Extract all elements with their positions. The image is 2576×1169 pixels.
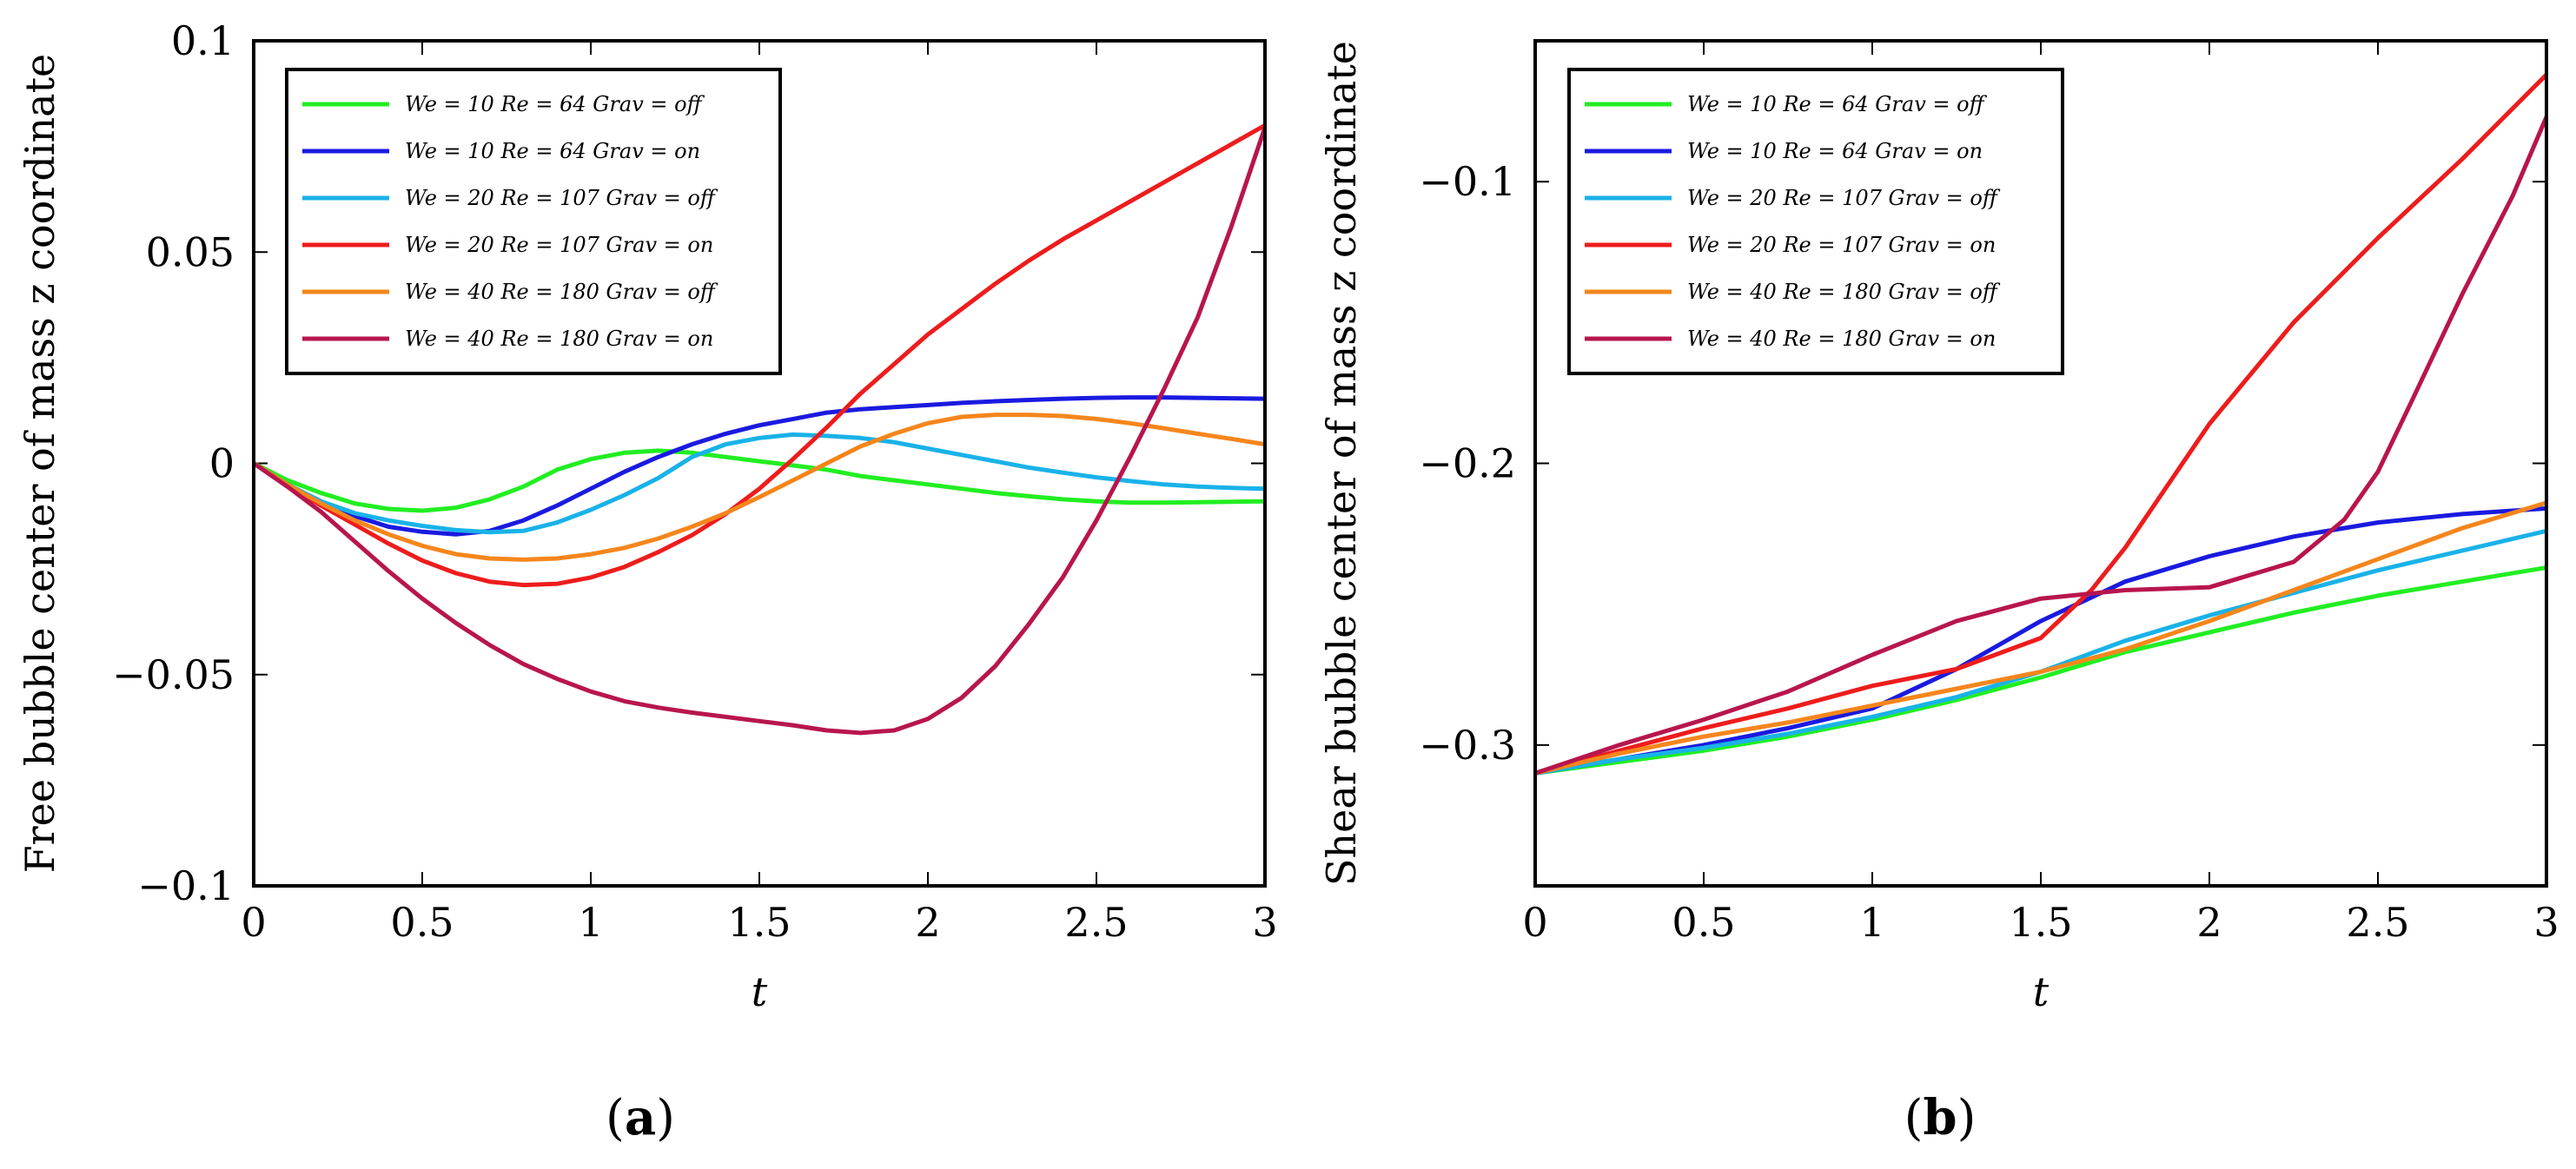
legend-entry-label: We = 10 Re = 64 Grav = off: [405, 92, 705, 116]
y-tick-label: 0: [209, 440, 235, 487]
y-tick-label: −0.3: [1419, 722, 1516, 769]
legend-entry-label: We = 40 Re = 180 Grav = off: [405, 280, 718, 304]
panel-label: (a): [606, 1089, 675, 1146]
x-tick-label: 0.5: [1672, 899, 1735, 946]
series-line-5: [1535, 500, 2546, 776]
series-line-4: [1535, 72, 2546, 776]
y-axis-title: Shear bubble center of mass z coordinate: [1318, 41, 1365, 886]
series-line-6: [1535, 115, 2546, 776]
series-line-6: [254, 125, 1265, 736]
legend-entry-label: We = 10 Re = 64 Grav = on: [1687, 139, 1983, 163]
y-tick-label: −0.1: [137, 862, 235, 909]
legend-entry-label: We = 20 Re = 107 Grav = off: [1687, 186, 2001, 210]
chart-panel-a: 0 0.5 1 1.5 2 2.5 3 −0.1 −0.05 0 0.05 0.1 We = 10 Re…: [17, 17, 1278, 1146]
x-tick-label: 0.5: [390, 899, 454, 946]
legend-entry-label: We = 10 Re = 64 Grav = off: [1687, 92, 1988, 116]
x-tick-label: 1.5: [727, 899, 791, 946]
legend-entry-label: We = 40 Re = 180 Grav = on: [405, 327, 713, 351]
legend: We = 10 Re = 64 Grav = off We = 10 Re = 6…: [285, 68, 782, 375]
y-axis-title: Free bubble center of mass z coordinate: [17, 54, 63, 874]
legend-entry-label: We = 20 Re = 107 Grav = on: [1687, 233, 1996, 257]
x-tick-label: 2: [915, 899, 940, 946]
y-tick-label: −0.2: [1419, 440, 1516, 487]
series-line-3: [254, 432, 1265, 535]
legend: We = 10 Re = 64 Grav = off We = 10 Re = 6…: [1567, 68, 2064, 375]
x-tick-label: 1: [1859, 899, 1884, 946]
series-line-1: [1535, 565, 2546, 776]
plot-frame: [252, 39, 1267, 888]
x-tick-label: 1.5: [2009, 899, 2072, 946]
chart-panel-b: 0 0.5 1 1.5 2 2.5 3 −0.3 −0.2 −0.1 We = 10 Re = 64…: [1318, 39, 2559, 1146]
series-line-1: [254, 448, 1265, 513]
y-tick-label: 0.05: [146, 228, 235, 275]
series-line-5: [254, 413, 1265, 562]
x-axis-title: t: [752, 968, 768, 1015]
y-tick-label: −0.05: [112, 651, 235, 698]
x-tick-label: 3: [2533, 899, 2559, 946]
y-tick-label: 0.1: [171, 17, 235, 64]
legend-entry-label: We = 20 Re = 107 Grav = on: [405, 233, 713, 257]
x-tick-label: 2.5: [2346, 899, 2409, 946]
legend-entry-label: We = 40 Re = 180 Grav = on: [1687, 327, 1996, 351]
x-tick-label: 2.5: [1064, 899, 1128, 946]
x-tick-label: 2: [2196, 899, 2222, 946]
series-line-2: [1535, 505, 2546, 776]
legend-entry-label: We = 20 Re = 107 Grav = off: [405, 186, 718, 210]
panel-label: (b): [1904, 1089, 1977, 1146]
legend-box: [285, 68, 782, 375]
plot-frame: [1533, 39, 2548, 888]
x-tick-label: 0: [241, 899, 266, 946]
x-tick-label: 1: [578, 899, 603, 946]
series-line-4: [254, 122, 1265, 588]
y-tick-label: −0.1: [1419, 158, 1516, 205]
legend-box: [1567, 68, 2064, 375]
x-tick-label: 0: [1522, 899, 1547, 946]
legend-entry-label: We = 10 Re = 64 Grav = on: [405, 139, 700, 163]
x-tick-label: 3: [1252, 899, 1277, 946]
x-axis-title: t: [2033, 968, 2050, 1015]
series-line-2: [254, 395, 1265, 537]
legend-entry-label: We = 40 Re = 180 Grav = off: [1687, 280, 2001, 304]
